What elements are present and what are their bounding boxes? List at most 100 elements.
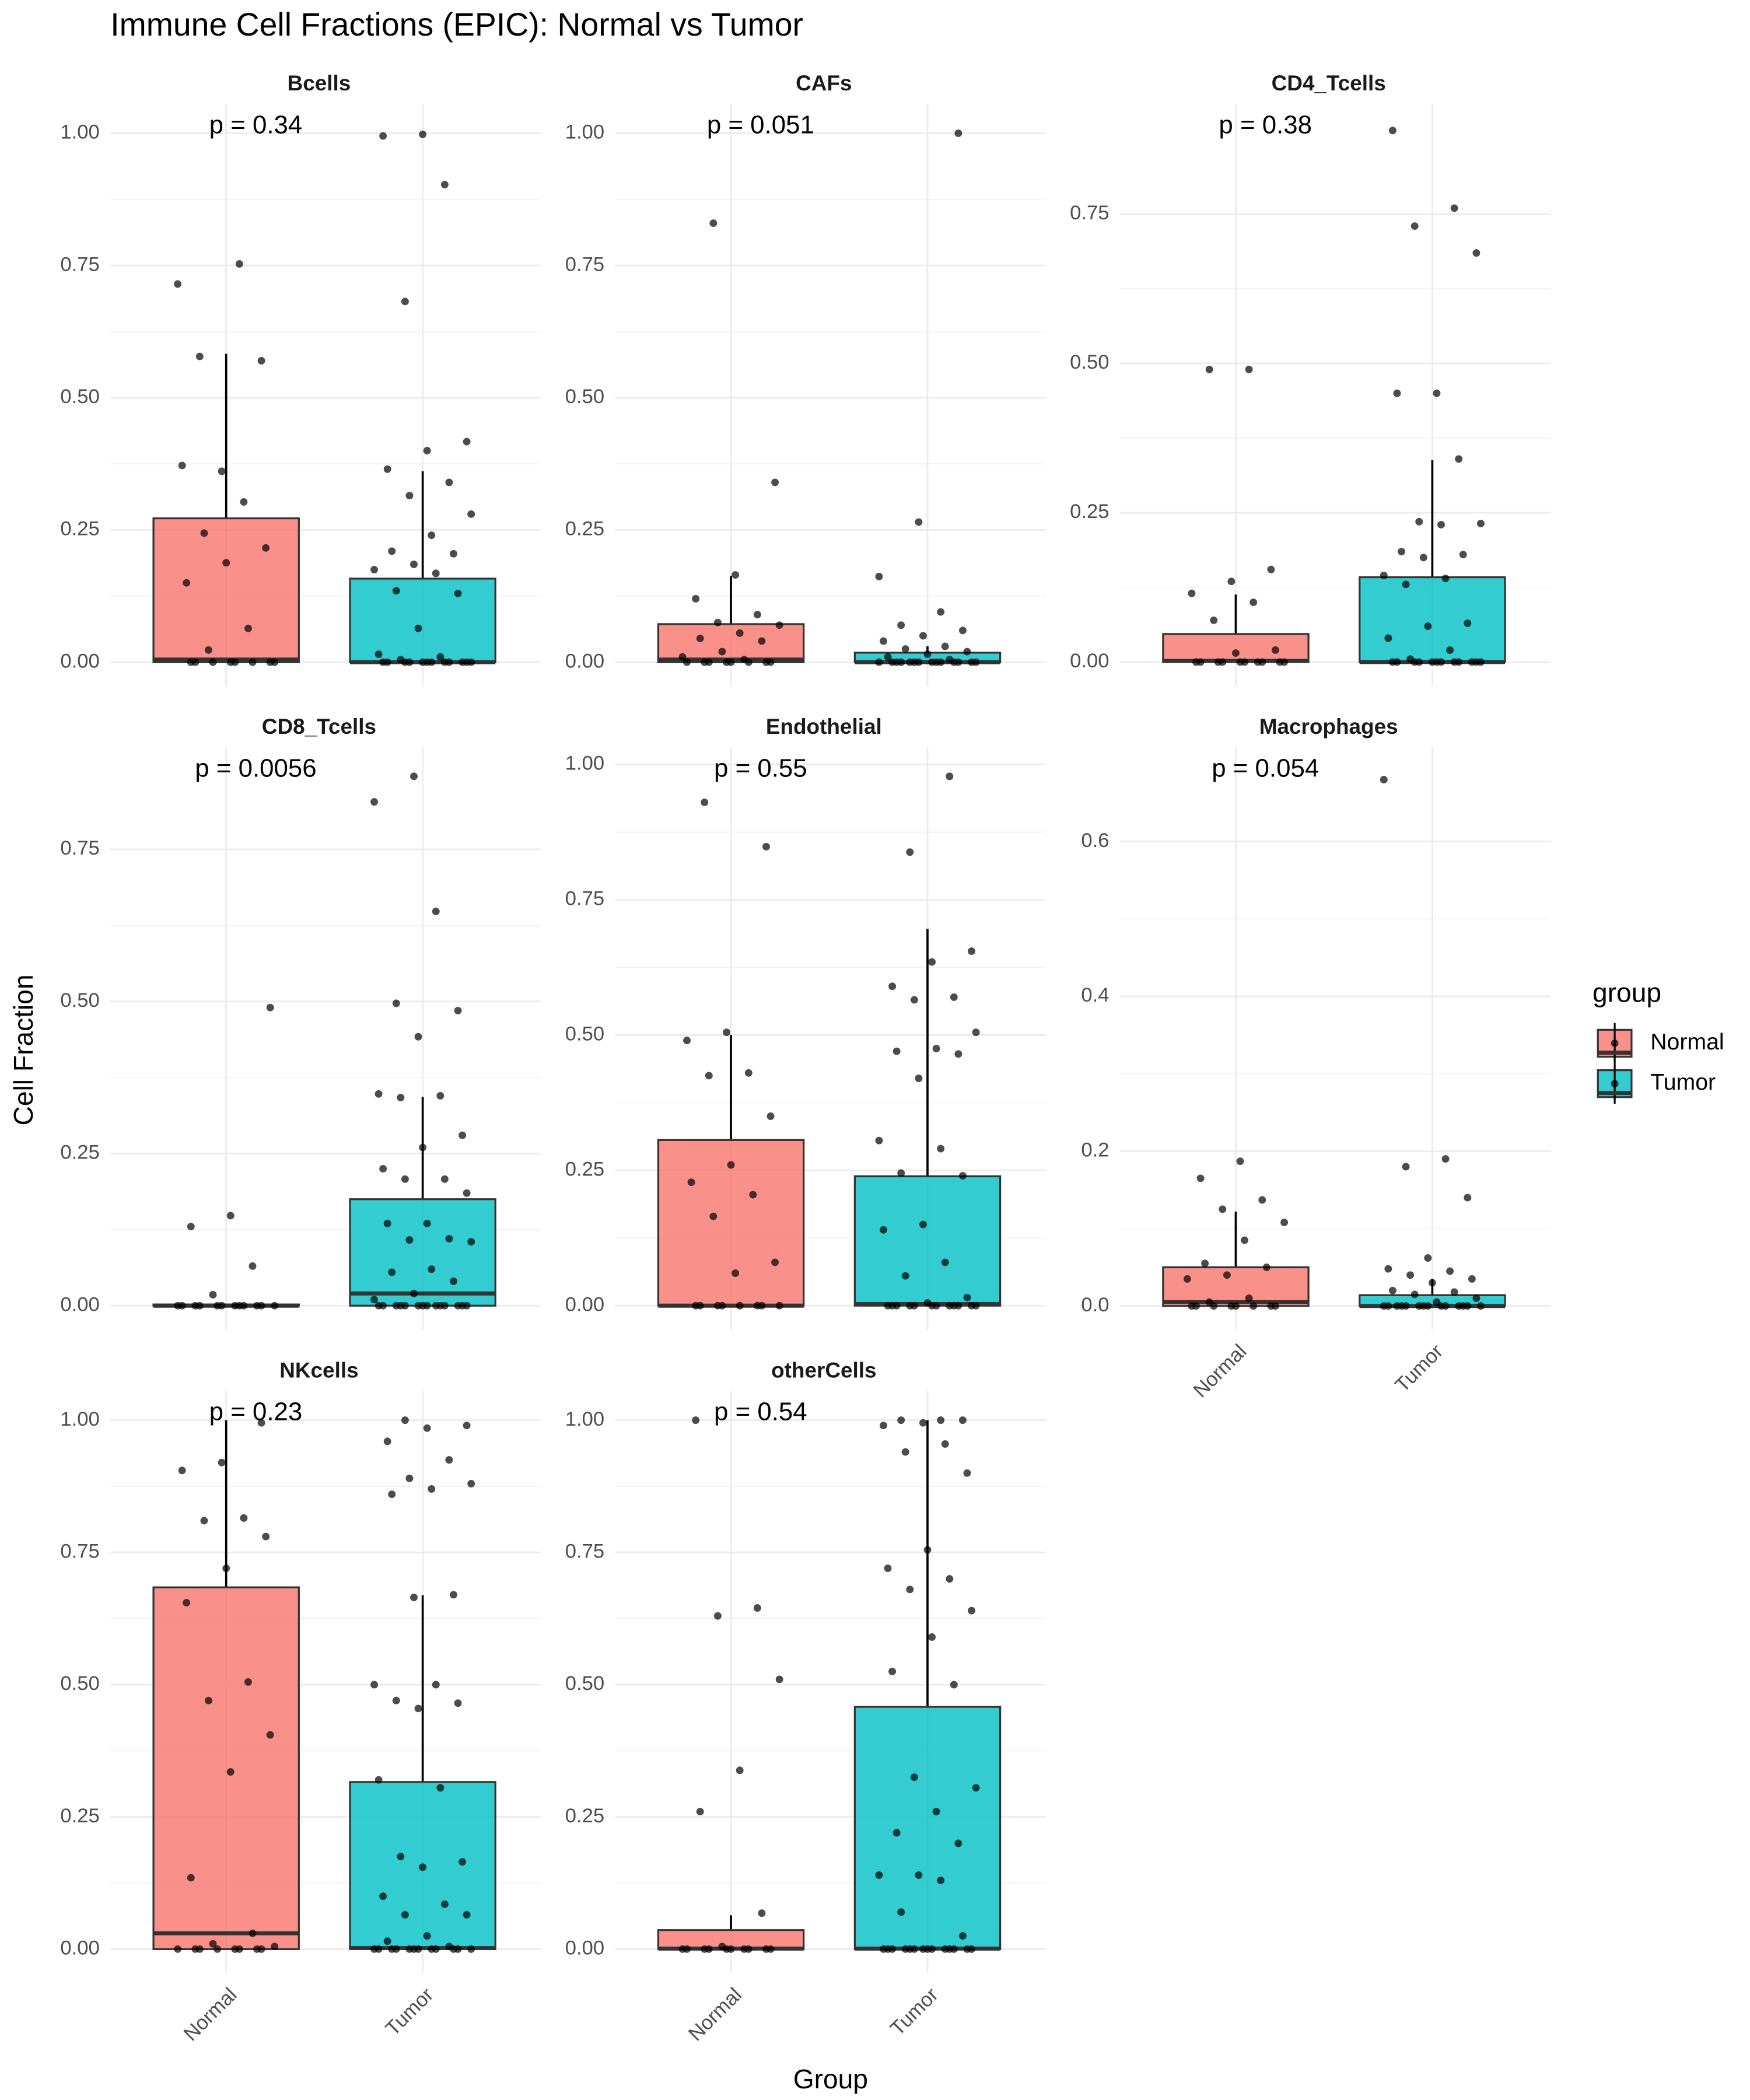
y-tick-label: 0.00 (60, 650, 99, 672)
point (880, 1226, 887, 1234)
point (941, 1440, 949, 1448)
point (423, 447, 431, 454)
point (1384, 634, 1392, 642)
p-value: p = 0.38 (1219, 111, 1312, 139)
point (440, 1301, 449, 1310)
p-value: p = 0.55 (714, 754, 807, 783)
point (436, 1784, 444, 1792)
point (405, 1236, 414, 1244)
point (218, 1301, 226, 1310)
point (972, 658, 980, 666)
point (937, 1877, 945, 1884)
point (401, 1416, 409, 1424)
point (423, 1301, 431, 1310)
point (897, 621, 905, 629)
y-tick-label: 0.25 (565, 518, 604, 540)
point (271, 1943, 279, 1951)
point (257, 1301, 265, 1310)
point (419, 1143, 427, 1152)
point (257, 1419, 265, 1427)
y-tick-label: 0.25 (565, 1158, 604, 1180)
point (1271, 646, 1279, 654)
point (467, 1238, 475, 1246)
point (875, 1871, 883, 1879)
point (892, 1301, 901, 1310)
point (683, 1037, 691, 1045)
point (1419, 554, 1427, 562)
point (1384, 1302, 1392, 1310)
point (1384, 1265, 1392, 1273)
point (941, 642, 949, 650)
point (414, 1945, 422, 1953)
point (1232, 1302, 1240, 1310)
point (897, 1416, 905, 1424)
point (240, 498, 248, 506)
point (1464, 619, 1472, 627)
point (1477, 1302, 1485, 1310)
point (1183, 1275, 1191, 1283)
point (701, 798, 709, 806)
point (892, 1047, 901, 1055)
point (195, 1301, 204, 1310)
point (753, 1604, 761, 1612)
point (401, 1175, 409, 1183)
legend-key-point (1611, 1080, 1619, 1088)
point (222, 559, 230, 567)
point (1477, 658, 1485, 666)
y-tick-label: 0.50 (60, 989, 99, 1012)
y-tick-label: 1.00 (565, 752, 604, 775)
y-tick-label: 0.00 (60, 1937, 99, 1959)
point (432, 569, 440, 578)
bar (1162, 1266, 1310, 1307)
point (1428, 1279, 1436, 1287)
point (249, 1929, 257, 1937)
point (888, 1667, 897, 1675)
point (775, 1675, 783, 1684)
point (705, 658, 713, 666)
point (1271, 1302, 1279, 1310)
point (383, 465, 391, 473)
point (209, 1940, 217, 1948)
y-tick-label: 0.50 (565, 386, 604, 408)
point (388, 1268, 396, 1276)
point (1205, 365, 1213, 373)
point (374, 650, 383, 659)
point (1472, 249, 1480, 257)
point (432, 907, 440, 915)
point (467, 510, 475, 518)
y-tick-label: 0.00 (565, 1937, 604, 1959)
point (249, 658, 257, 666)
point (1241, 1236, 1249, 1244)
point (392, 1696, 400, 1704)
chart-title: Immune Cell Fractions (EPIC): Normal vs … (110, 6, 803, 43)
point (1402, 580, 1410, 589)
point (696, 1301, 704, 1310)
point (736, 629, 744, 637)
point (915, 518, 923, 526)
panel-title: CD8_Tcells (262, 715, 376, 738)
point (271, 1301, 279, 1310)
point (450, 550, 457, 558)
point (915, 658, 923, 666)
y-tick-label: 0.2 (1081, 1139, 1109, 1161)
y-tick-label: 1.00 (60, 121, 99, 144)
point (200, 1517, 208, 1525)
point (445, 1235, 453, 1243)
point (467, 658, 475, 666)
point (709, 219, 718, 228)
point (445, 658, 453, 666)
point (1250, 598, 1258, 607)
point (718, 1301, 726, 1310)
y-tick-label: 0.25 (60, 518, 99, 540)
point (432, 1681, 440, 1689)
y-tick-label: 0.25 (60, 1142, 99, 1164)
point (388, 1490, 396, 1499)
point (1472, 1294, 1480, 1303)
point (388, 547, 396, 555)
point (414, 1032, 422, 1041)
point (954, 1050, 963, 1058)
point (1402, 1302, 1410, 1310)
point (1424, 622, 1432, 630)
point (1258, 1196, 1266, 1204)
y-tick-label: 0.6 (1081, 830, 1109, 852)
